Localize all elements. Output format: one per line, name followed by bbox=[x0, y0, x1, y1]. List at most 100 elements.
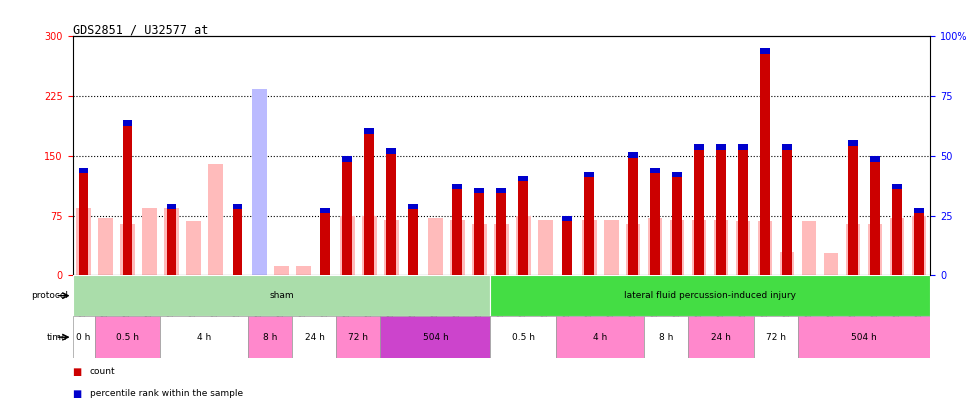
Bar bbox=[518, 176, 528, 181]
Bar bbox=[475, 188, 484, 275]
Bar bbox=[604, 220, 619, 275]
Bar bbox=[584, 172, 595, 177]
Text: 72 h: 72 h bbox=[766, 333, 786, 342]
Bar bbox=[848, 140, 859, 275]
Bar bbox=[275, 266, 288, 275]
Bar bbox=[123, 120, 132, 275]
Text: 0.5 h: 0.5 h bbox=[116, 333, 139, 342]
Bar bbox=[387, 148, 396, 153]
Text: time: time bbox=[47, 333, 68, 342]
Bar bbox=[365, 128, 374, 134]
Bar bbox=[915, 208, 924, 213]
Text: 24 h: 24 h bbox=[305, 333, 324, 342]
Bar bbox=[208, 164, 222, 275]
Bar bbox=[78, 168, 88, 173]
Bar bbox=[475, 188, 484, 193]
Text: 72 h: 72 h bbox=[348, 333, 368, 342]
Bar bbox=[870, 156, 880, 275]
Text: 8 h: 8 h bbox=[263, 333, 278, 342]
Bar bbox=[292, 316, 337, 358]
Bar bbox=[73, 316, 95, 358]
Bar bbox=[387, 148, 396, 275]
Bar bbox=[563, 215, 572, 275]
Bar bbox=[342, 156, 352, 275]
Text: 0 h: 0 h bbox=[76, 333, 91, 342]
Bar bbox=[428, 218, 443, 275]
Bar bbox=[739, 144, 748, 149]
Bar bbox=[629, 152, 638, 158]
Bar bbox=[890, 218, 904, 275]
Bar bbox=[651, 168, 660, 275]
Bar bbox=[142, 208, 157, 275]
Bar bbox=[563, 215, 572, 221]
Bar bbox=[672, 172, 683, 275]
Bar bbox=[380, 316, 490, 358]
Bar bbox=[694, 144, 704, 149]
Bar bbox=[496, 188, 507, 193]
Bar bbox=[893, 184, 902, 190]
Bar bbox=[739, 144, 748, 275]
Bar bbox=[363, 215, 376, 275]
Bar bbox=[342, 156, 352, 162]
Bar bbox=[893, 184, 902, 275]
Text: 504 h: 504 h bbox=[423, 333, 449, 342]
Bar bbox=[453, 184, 462, 190]
Bar bbox=[99, 218, 113, 275]
Text: 24 h: 24 h bbox=[712, 333, 731, 342]
Bar bbox=[539, 220, 552, 275]
Bar bbox=[627, 224, 640, 275]
Bar bbox=[384, 220, 398, 275]
Bar bbox=[736, 221, 750, 275]
Text: sham: sham bbox=[269, 291, 294, 300]
Bar bbox=[782, 144, 792, 149]
Bar bbox=[408, 204, 419, 209]
Bar bbox=[161, 316, 249, 358]
Bar bbox=[494, 224, 509, 275]
Bar bbox=[76, 208, 91, 275]
Bar bbox=[496, 188, 507, 275]
Bar bbox=[715, 220, 728, 275]
Text: percentile rank within the sample: percentile rank within the sample bbox=[90, 389, 243, 398]
Bar bbox=[73, 275, 930, 316]
Bar bbox=[780, 252, 795, 275]
Text: count: count bbox=[90, 367, 115, 375]
Text: ■: ■ bbox=[73, 367, 82, 377]
Text: protocol: protocol bbox=[31, 291, 68, 300]
Bar bbox=[451, 220, 464, 275]
Bar bbox=[166, 204, 176, 275]
Bar bbox=[689, 316, 754, 358]
Bar bbox=[846, 224, 861, 275]
Bar bbox=[629, 152, 638, 275]
Text: ■: ■ bbox=[73, 389, 82, 399]
Bar bbox=[73, 275, 490, 316]
Bar bbox=[670, 220, 685, 275]
Bar bbox=[164, 208, 179, 275]
Bar bbox=[648, 218, 662, 275]
Bar bbox=[320, 208, 331, 275]
Bar bbox=[518, 176, 528, 275]
Bar bbox=[232, 204, 243, 275]
Bar bbox=[868, 224, 883, 275]
Bar bbox=[472, 224, 486, 275]
Text: 4 h: 4 h bbox=[197, 333, 212, 342]
Bar bbox=[824, 253, 838, 275]
Bar bbox=[760, 48, 771, 275]
Text: 504 h: 504 h bbox=[851, 333, 877, 342]
Bar bbox=[249, 316, 292, 358]
Bar bbox=[915, 208, 924, 275]
Bar bbox=[582, 220, 597, 275]
Bar bbox=[95, 316, 161, 358]
Bar bbox=[120, 224, 134, 275]
Bar bbox=[870, 156, 880, 162]
Bar bbox=[912, 215, 926, 275]
Bar bbox=[123, 120, 132, 126]
Bar bbox=[320, 208, 331, 213]
Bar bbox=[490, 316, 556, 358]
Text: lateral fluid percussion-induced injury: lateral fluid percussion-induced injury bbox=[625, 291, 796, 300]
Bar bbox=[717, 144, 726, 149]
Text: 4 h: 4 h bbox=[593, 333, 607, 342]
Bar bbox=[252, 89, 267, 275]
Bar bbox=[187, 221, 200, 275]
Bar bbox=[556, 316, 644, 358]
Bar bbox=[760, 48, 771, 54]
